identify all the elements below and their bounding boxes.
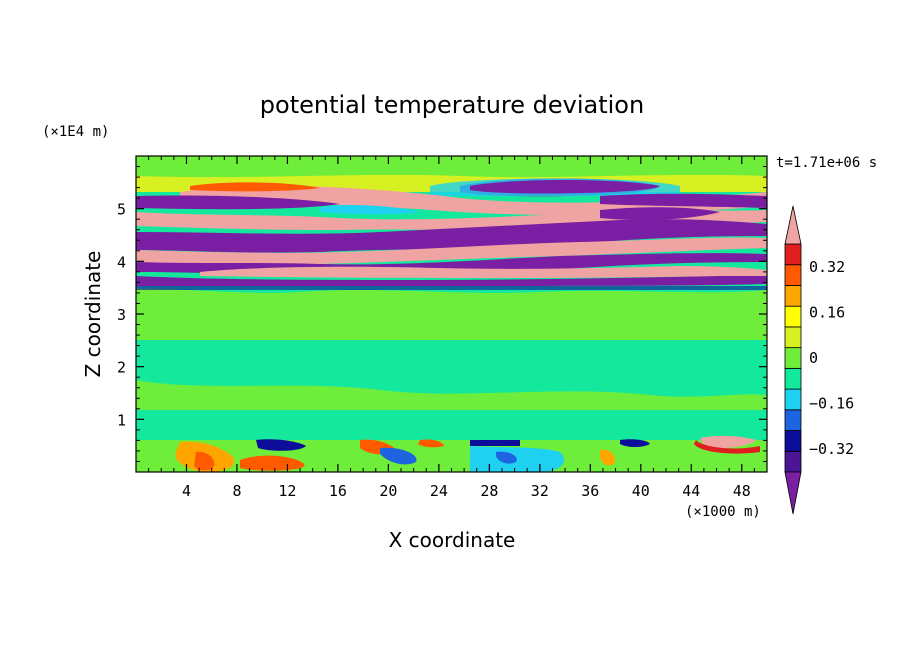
bl-patch — [694, 440, 760, 454]
tropo-patch — [136, 288, 767, 300]
strat-band — [136, 219, 767, 253]
y-unit-label: (×1E4 m) — [42, 124, 109, 140]
bl-patch — [380, 447, 417, 465]
colorbar-tick-label: 0 — [809, 349, 818, 367]
x-tick-label: 48 — [733, 482, 751, 500]
strat-band — [470, 180, 660, 194]
colorbar-segment — [784, 430, 802, 452]
bl-patch — [620, 439, 650, 447]
tropo-patch — [136, 300, 767, 340]
tropo-patch — [136, 380, 767, 410]
strat-band — [136, 195, 340, 210]
time-label: t=1.71e+06 s — [776, 155, 877, 171]
colorbar-segment — [784, 305, 802, 328]
x-axis: 4 8 12 16 20 24 28 32 36 40 44 48 — [148, 156, 755, 500]
bl-patch — [240, 455, 305, 471]
boundary-layer-field — [136, 435, 767, 472]
y-tick-label: 2 — [117, 359, 126, 377]
x-tick-label: 16 — [329, 482, 347, 500]
colorbar-segment — [784, 326, 802, 349]
y-tick-label: 4 — [117, 253, 126, 271]
x-tick-label: 24 — [430, 482, 448, 500]
x-axis-title: X coordinate — [389, 528, 516, 552]
stratosphere-field — [136, 156, 767, 290]
bl-patch — [700, 435, 756, 448]
y-tick-label: 3 — [117, 306, 126, 324]
x-unit-label: (×1000 m) — [685, 504, 761, 520]
colorbar-tick-label: −0.32 — [809, 440, 854, 458]
colorbar-segment — [784, 264, 802, 286]
bl-patch — [194, 451, 215, 471]
colorbar-segment — [784, 450, 802, 473]
x-tick-label: 32 — [531, 482, 549, 500]
colorbar-bottom-extension — [784, 471, 802, 515]
bl-patch — [496, 451, 517, 464]
colorbar-top-extension — [784, 205, 802, 245]
bl-patch — [600, 449, 616, 466]
colorbar-segment — [784, 367, 802, 390]
y-axis-title: Z coordinate — [81, 251, 105, 378]
strat-band — [600, 207, 720, 220]
bl-patch — [470, 440, 520, 446]
chart-title: potential temperature deviation — [260, 91, 644, 119]
strat-band — [320, 205, 420, 215]
bl-patch — [256, 439, 306, 451]
tropo-patch — [136, 412, 767, 440]
x-tick-label: 20 — [379, 482, 397, 500]
strat-band — [200, 266, 767, 278]
x-tick-label: 8 — [232, 482, 241, 500]
colorbar-tick-label: 0.16 — [809, 303, 845, 321]
colorbar-segment — [784, 409, 802, 431]
colorbar-tick-label: −0.16 — [809, 395, 854, 413]
x-tick-label: 44 — [682, 482, 700, 500]
y-tick-label: 5 — [117, 201, 126, 219]
y-tick-label: 1 — [117, 411, 126, 429]
plot-area — [136, 156, 767, 472]
strat-band — [180, 185, 767, 215]
bl-patch — [418, 439, 444, 448]
y-axis: 1 2 3 4 5 — [117, 166, 767, 462]
strat-band — [600, 193, 767, 208]
strat-band — [136, 237, 767, 265]
bl-patch — [470, 446, 564, 472]
x-tick-label: 4 — [182, 482, 191, 500]
tropo-patch — [136, 345, 767, 370]
colorbar-segment — [784, 388, 802, 411]
x-tick-label: 12 — [278, 482, 296, 500]
strat-band — [136, 286, 767, 290]
x-tick-label: 28 — [480, 482, 498, 500]
colorbar-segment — [784, 285, 802, 307]
strat-band — [190, 182, 320, 192]
troposphere-field — [136, 288, 767, 440]
x-tick-label: 36 — [581, 482, 599, 500]
colorbar-segment — [784, 243, 802, 266]
strat-band — [136, 156, 767, 180]
strat-band — [136, 276, 767, 286]
colorbar: 0.32 0.16 0 −0.16 −0.32 — [784, 205, 854, 515]
colorbar-segment — [784, 347, 802, 369]
x-tick-label: 40 — [632, 482, 650, 500]
colorbar-tick-label: 0.32 — [809, 258, 845, 276]
